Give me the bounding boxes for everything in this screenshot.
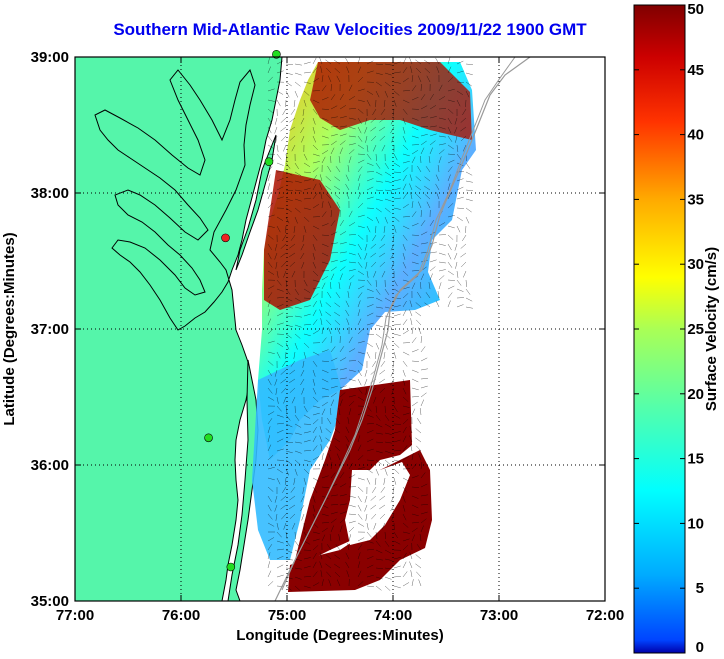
station-marker <box>221 233 230 243</box>
x-tick-label: 75:00 <box>268 607 306 624</box>
x-tick-label: 73:00 <box>480 607 518 624</box>
colorbar-label: Surface Velocity (cm/s) <box>703 247 720 411</box>
station-marker <box>226 562 236 572</box>
y-tick-label: 38:00 <box>31 185 69 202</box>
x-tick-label: 76:00 <box>162 607 200 624</box>
y-tick-label: 39:00 <box>31 49 69 66</box>
colorbar-tick-label: 45 <box>687 62 704 79</box>
y-tick-label: 36:00 <box>31 457 69 474</box>
y-tick-label: 35:00 <box>31 593 69 610</box>
station-marker <box>264 157 274 167</box>
land-mainland <box>75 57 283 601</box>
x-axis-label: Longitude (Degrees:Minutes) <box>236 627 444 644</box>
colorbar <box>633 4 686 654</box>
land-barrier-island-north <box>235 134 277 271</box>
colorbar-tick-label: 15 <box>687 451 704 468</box>
y-tick-label: 37:00 <box>31 321 69 338</box>
colorbar-tick-label: 20 <box>687 386 704 403</box>
x-tick-label: 72:00 <box>586 607 624 624</box>
colorbar-tick-label: 50 <box>687 1 704 18</box>
colorbar-tick-label: 0 <box>696 639 704 656</box>
colorbar-tick-label: 25 <box>687 321 704 338</box>
y-axis-ticks: 39:00 38:00 37:00 36:00 35:00 <box>31 49 605 610</box>
colorbar-tick-label: 5 <box>696 580 704 597</box>
velocity-field-southeast-red <box>290 380 412 580</box>
velocity-vectors <box>267 57 473 591</box>
velocity-field-south-blue <box>252 350 345 560</box>
station-marker <box>272 49 281 59</box>
colorbar-tick-label: 10 <box>687 515 704 532</box>
colorbar-tick-label: 40 <box>687 127 704 144</box>
map-title: Southern Mid-Atlantic Raw Velocities 200… <box>113 20 587 39</box>
velocity-field-west-red <box>264 170 340 310</box>
y-axis-label: Latitude (Degrees:Minutes) <box>1 232 18 425</box>
map-grid <box>75 57 605 601</box>
velocity-field-gap <box>345 462 410 545</box>
velocity-field-north-red <box>310 62 472 140</box>
colorbar-tick-label: 35 <box>687 191 704 208</box>
station-marker <box>204 433 213 443</box>
x-axis-ticks: 77:00 76:00 75:00 74:00 73:00 72:00 <box>56 57 624 624</box>
x-tick-label: 77:00 <box>56 607 94 624</box>
isobath-line-2 <box>281 57 516 591</box>
x-tick-label: 74:00 <box>374 607 412 624</box>
colorbar-tick-label: 30 <box>687 256 704 273</box>
hf-radar-stations <box>204 49 281 572</box>
